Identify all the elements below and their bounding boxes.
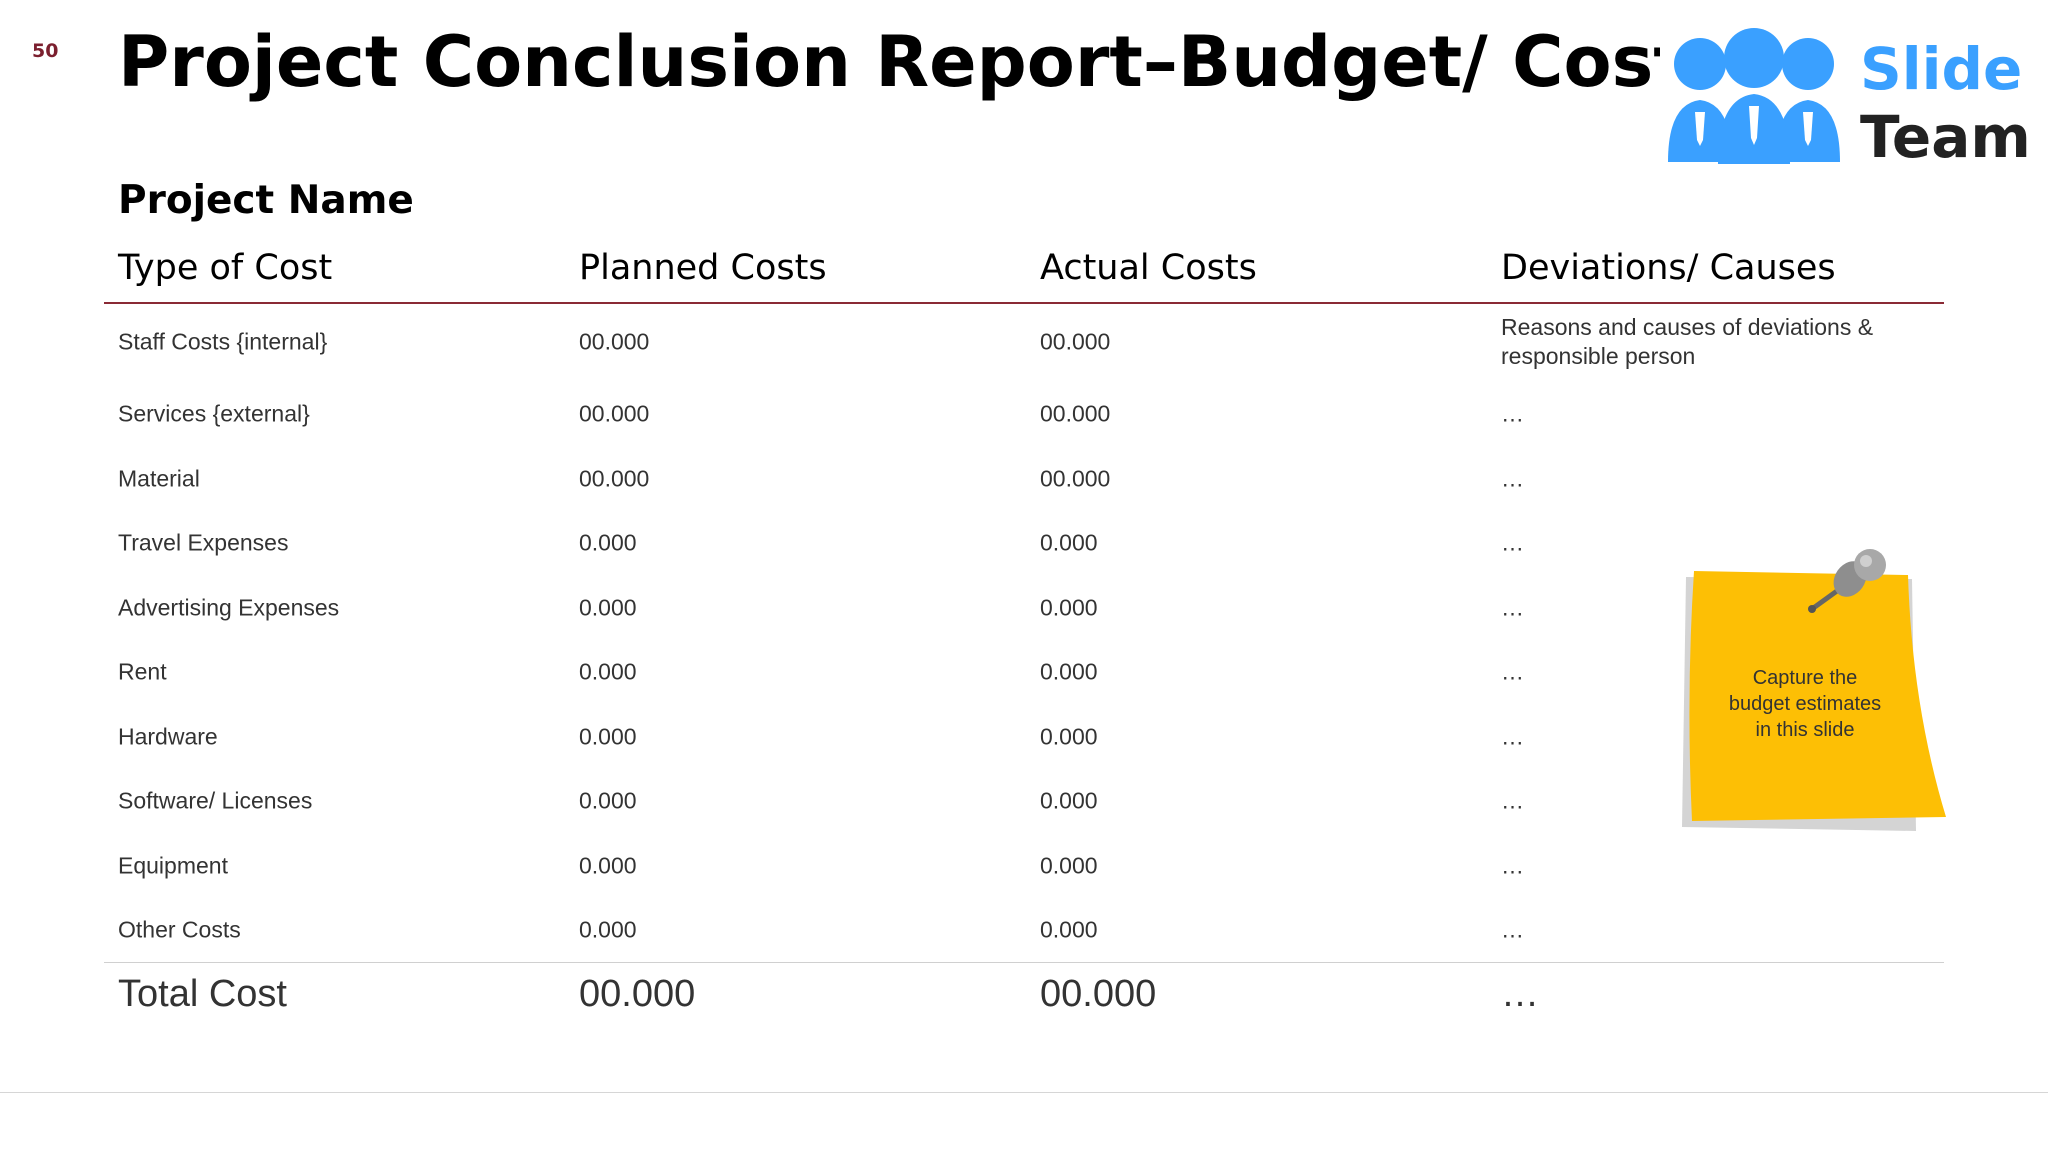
table-row: Staff Costs {internal} 00.000 00.000 Rea… xyxy=(104,302,1944,382)
table-row: Services {external} 00.000 00.000 … xyxy=(104,382,1944,447)
cell-type: Other Costs xyxy=(118,916,241,943)
cell-planned: 0.000 xyxy=(579,723,637,750)
table-row: Equipment 0.000 0.000 … xyxy=(104,834,1944,899)
cell-deviation: … xyxy=(1501,852,1524,879)
cell-planned: 0.000 xyxy=(579,916,637,943)
table-row: Material 00.000 00.000 … xyxy=(104,447,1944,512)
sticky-note: Capture the budget estimates in this sli… xyxy=(1680,545,1950,835)
cell-actual: 00.000 xyxy=(1040,465,1111,492)
table-row: Other Costs 0.000 0.000 … xyxy=(104,898,1944,963)
logo: Slide Team xyxy=(1660,28,2031,171)
cell-type: Hardware xyxy=(118,723,218,750)
footer-divider xyxy=(0,1092,2048,1093)
cell-deviation: … xyxy=(1501,723,1524,750)
cell-planned: 00.000 xyxy=(579,465,650,492)
cell-actual: 0.000 xyxy=(1040,594,1098,621)
cell-deviation: … xyxy=(1501,916,1524,943)
cell-type: Staff Costs {internal} xyxy=(118,328,328,355)
col-header-deviations: Deviations/ Causes xyxy=(1501,248,1836,288)
cell-planned: 00.000 xyxy=(579,400,650,427)
col-header-type: Type of Cost xyxy=(118,248,333,288)
total-label: Total Cost xyxy=(118,973,287,1015)
cell-planned: 0.000 xyxy=(579,852,637,879)
sticky-note-text: Capture the budget estimates in this sli… xyxy=(1728,667,1882,741)
table-row: Travel Expenses 0.000 0.000 … xyxy=(104,511,1944,576)
cell-actual: 00.000 xyxy=(1040,400,1111,427)
cell-deviation: … xyxy=(1501,658,1524,685)
col-header-actual: Actual Costs xyxy=(1040,248,1257,288)
total-row: Total Cost 00.000 00.000 … xyxy=(104,962,1944,1031)
cell-type: Material xyxy=(118,465,200,492)
cell-planned: 0.000 xyxy=(579,594,637,621)
cell-planned: 0.000 xyxy=(579,529,637,556)
table-row: Rent 0.000 0.000 … xyxy=(104,640,1944,705)
total-actual: 00.000 xyxy=(1040,973,1157,1015)
cell-planned: 0.000 xyxy=(579,658,637,685)
table-header: Type of Cost Planned Costs Actual Costs … xyxy=(104,244,1944,304)
cell-type: Services {external} xyxy=(118,400,310,427)
page-title: Project Conclusion Report–Budget/ Costs xyxy=(118,21,1729,103)
table-row: Advertising Expenses 0.000 0.000 … xyxy=(104,576,1944,641)
cell-type: Software/ Licenses xyxy=(118,787,313,814)
logo-word-team: Team xyxy=(1860,103,2031,171)
cell-actual: 00.000 xyxy=(1040,328,1111,355)
total-planned: 00.000 xyxy=(579,973,696,1015)
cell-actual: 0.000 xyxy=(1040,658,1098,685)
cell-type: Equipment xyxy=(118,852,228,879)
total-deviation: … xyxy=(1501,973,1539,1015)
cell-actual: 0.000 xyxy=(1040,787,1098,814)
table-row: Software/ Licenses 0.000 0.000 … xyxy=(104,769,1944,834)
pushpin-icon xyxy=(1808,549,1886,613)
col-header-planned: Planned Costs xyxy=(579,248,827,288)
cell-actual: 0.000 xyxy=(1040,723,1098,750)
cell-deviation: … xyxy=(1501,594,1524,621)
slide-number: 50 xyxy=(32,40,59,62)
cell-actual: 0.000 xyxy=(1040,852,1098,879)
logo-word-slide: Slide xyxy=(1860,35,2023,103)
cell-planned: 00.000 xyxy=(579,328,650,355)
cell-deviation: … xyxy=(1501,465,1524,492)
cell-actual: 0.000 xyxy=(1040,529,1098,556)
cell-type: Advertising Expenses xyxy=(118,594,340,621)
cost-table: Staff Costs {internal} 00.000 00.000 Rea… xyxy=(104,302,1944,963)
cell-deviation: … xyxy=(1501,529,1524,556)
cell-type: Travel Expenses xyxy=(118,529,289,556)
project-name: Project Name xyxy=(118,178,414,223)
cell-type: Rent xyxy=(118,658,167,685)
cell-planned: 0.000 xyxy=(579,787,637,814)
cell-actual: 0.000 xyxy=(1040,916,1098,943)
cell-deviation: Reasons and causes of deviations & respo… xyxy=(1501,314,1874,369)
cell-deviation: … xyxy=(1501,400,1524,427)
three-people-icon xyxy=(1668,28,1840,164)
table-row: Hardware 0.000 0.000 … xyxy=(104,705,1944,770)
cell-deviation: … xyxy=(1501,787,1524,814)
